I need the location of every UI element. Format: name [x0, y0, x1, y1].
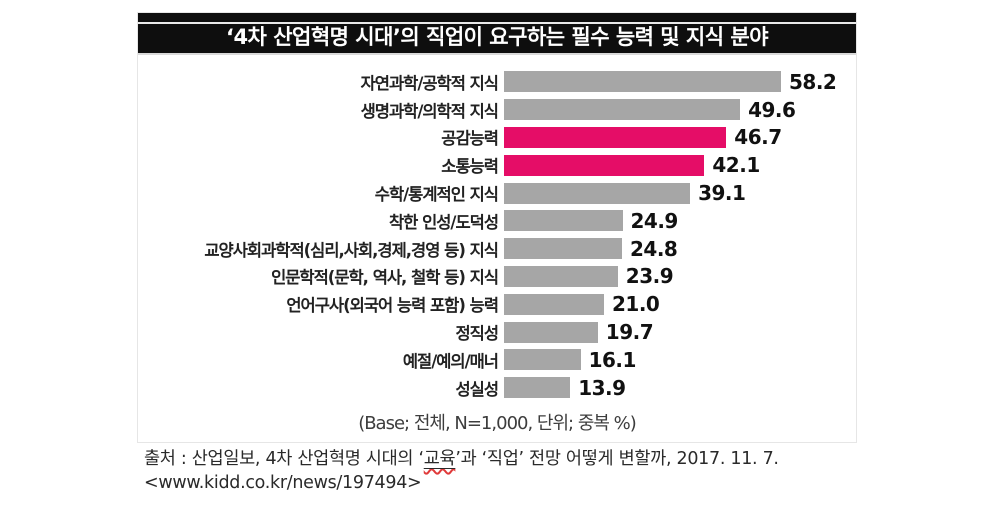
education-word: 교육 [423, 449, 456, 469]
chart-rows: 자연과학/공학적 지식 58.2 생명과학/의학적 지식 49.6 공감능력 4… [138, 55, 856, 402]
bar [504, 238, 622, 260]
bar-label: 자연과학/공학적 지식 [360, 73, 499, 93]
bar [504, 126, 727, 148]
bar-value: 23.9 [625, 264, 674, 289]
bar-value: 16.1 [588, 347, 637, 372]
bar [504, 210, 623, 232]
chart-row: 생명과학/의학적 지식 49.6 [138, 96, 856, 124]
chart-title: ‘4차 산업혁명 시대’의 직업이 요구하는 필수 능력 및 지식 분야 [225, 25, 769, 49]
bar-value: 24.8 [630, 236, 678, 261]
bar [504, 349, 581, 371]
source-line1: 출처 : 산업일보, 4차 산업혁명 시대의 ‘교육’과 ‘직업’ 전망 어떻게… [144, 449, 779, 469]
chart-row: 수학/통계적인 지식 39.1 [138, 179, 856, 207]
chart-title-bar: ‘4차 산업혁명 시대’의 직업이 요구하는 필수 능력 및 지식 분야 [138, 13, 856, 55]
chart-row: 언어구사(외국어 능력 포함) 능력 21.0 [138, 290, 856, 318]
chart-row: 교양사회과학적(심리,사회,경제,경영 등) 지식 24.8 [138, 235, 856, 263]
source-url: <www.kidd.co.kr/news/197494> [144, 473, 422, 494]
bar [504, 71, 781, 93]
bar-label: 착한 인성/도덕성 [388, 212, 499, 232]
chart-row: 소통능력 42.1 [138, 151, 856, 179]
bar [504, 154, 705, 176]
bar-value: 19.7 [605, 320, 654, 345]
bar [504, 293, 604, 315]
chart-row: 자연과학/공학적 지식 58.2 [138, 68, 856, 96]
bar-label: 교양사회과학적(심리,사회,경제,경영 등) 지식 [204, 240, 499, 260]
bar-value: 13.9 [578, 375, 626, 400]
spellcheck-wavy-underline: 교육 [424, 449, 456, 469]
chart-row: 인문학적(문학, 역사, 철학 등) 지식 23.9 [138, 263, 856, 291]
bar [504, 321, 598, 343]
bar-value: 24.9 [630, 208, 679, 233]
bar-value: 42.1 [712, 153, 760, 178]
chart-row: 정직성 19.7 [138, 318, 856, 346]
bar-value: 49.6 [748, 97, 796, 122]
bar [504, 182, 691, 204]
source-line1-before: 출처 : 산업일보, 4차 산업혁명 시대의 ‘ [144, 449, 424, 469]
bar-label: 성실성 [455, 379, 499, 399]
chart-figure: ‘4차 산업혁명 시대’의 직업이 요구하는 필수 능력 및 지식 분야 자연과… [137, 12, 857, 443]
bar-label: 소통능력 [441, 157, 499, 177]
chart-row: 예절/예의/매너 16.1 [138, 346, 856, 374]
bar-value: 46.7 [734, 125, 782, 150]
base-note: (Base; 전체, N=1,000, 단위; 중복 %) [358, 412, 637, 434]
chart-row: 착한 인성/도덕성 24.9 [138, 207, 856, 235]
bar-label: 수학/통계적인 지식 [374, 185, 499, 205]
source-line1-after: ’과 ‘직업’ 전망 어떻게 변할까, 2017. 11. 7. [455, 449, 779, 469]
bar-value: 58.2 [789, 69, 837, 94]
chart-row: 공감능력 46.7 [138, 124, 856, 152]
bar-label: 예절/예의/매너 [402, 351, 499, 371]
bar [504, 265, 618, 287]
chart-row: 성실성 13.9 [138, 374, 856, 402]
bar-label: 인문학적(문학, 역사, 철학 등) 지식 [271, 268, 499, 288]
source-text: 출처 : 산업일보, 4차 산업혁명 시대의 ‘교육’과 ‘직업’ 전망 어떻게… [144, 447, 884, 495]
bar [504, 99, 741, 121]
bar-label: 정직성 [455, 324, 499, 344]
bar-label: 생명과학/의학적 지식 [360, 101, 499, 121]
bar-label: 공감능력 [441, 129, 499, 149]
bar-value: 39.1 [698, 181, 746, 206]
bar [504, 377, 571, 399]
bar-value: 21.0 [612, 292, 660, 317]
bar-label: 언어구사(외국어 능력 포함) 능력 [286, 296, 499, 316]
